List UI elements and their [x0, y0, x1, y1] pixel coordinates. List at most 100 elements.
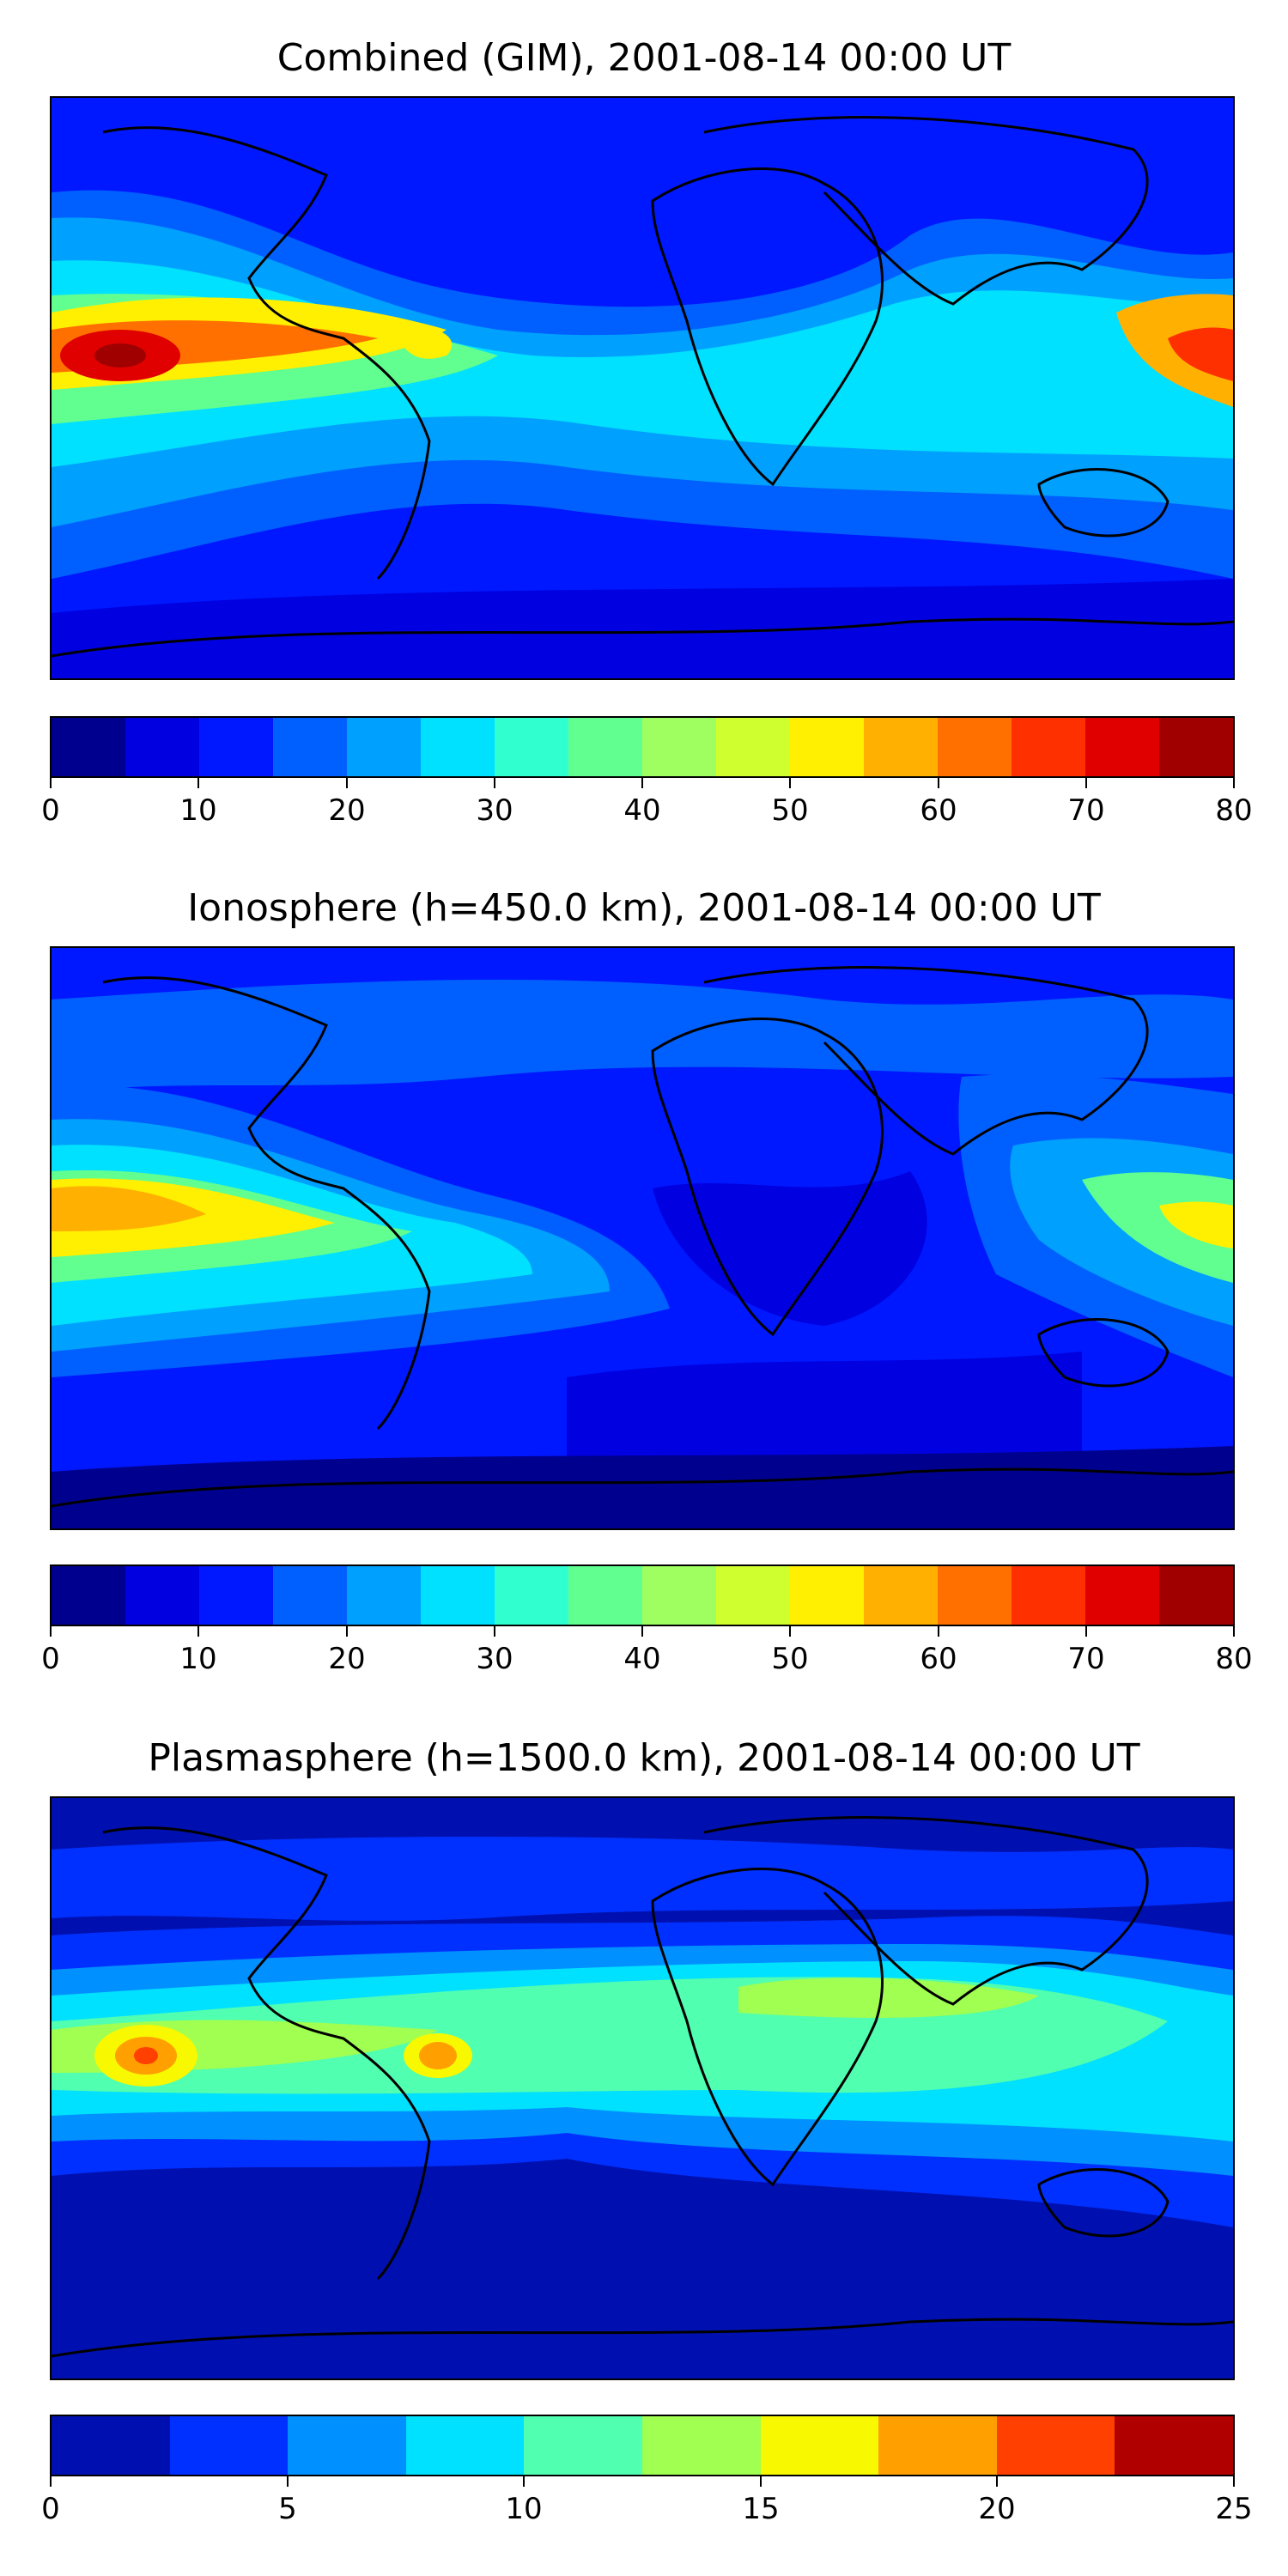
colorbar-segment	[938, 1566, 1012, 1625]
colorbar-segment	[864, 718, 938, 776]
colorbar-tick-label: 20	[328, 1642, 366, 1676]
colorbar-segment	[495, 1566, 568, 1625]
colorbar-tick-label: 15	[742, 2492, 780, 2526]
colorbar-segment	[568, 718, 642, 776]
colorbar-segment	[347, 718, 421, 776]
colorbar-segment	[1012, 1566, 1085, 1625]
colorbar-tick	[494, 1626, 495, 1637]
colorbar-segment	[1159, 718, 1233, 776]
colorbar-segment	[199, 1566, 273, 1625]
colorbar-segment	[568, 1566, 642, 1625]
colorbar-tick	[1233, 2476, 1235, 2487]
colorbar-tick	[1233, 778, 1235, 788]
colorbar-segment	[1085, 718, 1159, 776]
colorbar-tick	[938, 778, 939, 788]
colorbar-segment	[641, 2416, 761, 2475]
colorbar-segment	[1085, 1566, 1159, 1625]
colorbar-segment	[495, 718, 568, 776]
colorbar-tick	[346, 778, 348, 788]
colorbar-segment	[996, 2416, 1115, 2475]
colorbar-segment	[716, 718, 790, 776]
colorbar-tick-label: 70	[1067, 1642, 1105, 1676]
colorbar-tick-label: 20	[978, 2492, 1016, 2526]
colorbar-ticks-ionosphere: 0 10 20 30 40 50 60 70 80	[41, 1626, 1253, 1678]
colorbar-segment	[1159, 1566, 1233, 1625]
colorbar-tick-label: 10	[179, 793, 217, 828]
colorbar-segment	[199, 718, 273, 776]
colorbar-tick	[760, 2476, 762, 2487]
colorbar-segment	[938, 718, 1012, 776]
colorbar-segment	[347, 1566, 421, 1625]
colorbar-tick-label: 40	[623, 793, 661, 828]
map-ionosphere	[50, 946, 1235, 1530]
colorbar-tick-label: 50	[771, 793, 809, 828]
colorbar-tick	[789, 778, 791, 788]
colorbar-segment	[760, 2416, 879, 2475]
colorbar-tick-label: 0	[41, 793, 60, 828]
colorbar-segment	[52, 1566, 125, 1625]
colorbar-segment	[1012, 718, 1085, 776]
colorbar-combined	[50, 716, 1235, 778]
colorbar-tick-label: 5	[278, 2492, 297, 2526]
colorbar-tick	[938, 1626, 939, 1637]
colorbar-segment	[524, 2416, 642, 2475]
colorbar-tick-label: 10	[179, 1642, 217, 1676]
colorbar-segment	[288, 2416, 406, 2475]
colorbar-tick-label: 60	[920, 793, 957, 828]
colorbar-tick-label: 10	[505, 2492, 543, 2526]
panel-title-combined: Combined (GIM), 2001-08-14 00:00 UT	[276, 36, 1012, 80]
colorbar-tick-label: 40	[623, 1642, 661, 1676]
colorbar-segment	[790, 718, 864, 776]
colorbar-tick-label: 30	[476, 793, 513, 828]
colorbar-tick	[1085, 778, 1087, 788]
map-combined	[50, 96, 1235, 680]
colorbar-segment	[52, 718, 125, 776]
colorbar-segment	[421, 1566, 495, 1625]
colorbar-ticks-plasmasphere: 0 5 10 15 20 25	[41, 2476, 1253, 2528]
colorbar-tick	[346, 1626, 348, 1637]
colorbar-segment	[790, 1566, 864, 1625]
colorbar-ionosphere	[50, 1564, 1235, 1626]
colorbar-tick-label: 80	[1215, 793, 1253, 828]
colorbar-tick	[1085, 1626, 1087, 1637]
tec-map-ionosphere	[52, 948, 1233, 1528]
colorbar-tick	[197, 1626, 199, 1637]
colorbar-tick	[287, 2476, 289, 2487]
colorbar-tick-label: 30	[476, 1642, 513, 1676]
colorbar-tick-label: 25	[1215, 2492, 1253, 2526]
colorbar-tick-label: 0	[41, 2492, 60, 2526]
colorbar-tick	[996, 2476, 998, 2487]
colorbar-segment	[273, 1566, 347, 1625]
colorbar-tick	[50, 2476, 52, 2487]
colorbar-segment	[642, 1566, 716, 1625]
colorbar-tick-label: 20	[328, 793, 366, 828]
colorbar-tick	[50, 1626, 52, 1637]
colorbar-tick-label: 80	[1215, 1642, 1253, 1676]
colorbar-segment	[642, 718, 716, 776]
colorbar-tick	[494, 778, 495, 788]
tec-map-plasmasphere	[52, 1798, 1233, 2379]
map-plasmasphere	[50, 1796, 1235, 2380]
colorbar-tick-label: 60	[920, 1642, 957, 1676]
colorbar-segment	[125, 718, 199, 776]
colorbar-ticks-combined: 0 10 20 30 40 50 60 70 80	[41, 778, 1253, 829]
colorbar-tick-label: 0	[41, 1642, 60, 1676]
colorbar-tick	[523, 2476, 525, 2487]
colorbar-tick-label: 50	[771, 1642, 809, 1676]
colorbar-tick	[1233, 1626, 1235, 1637]
colorbar-tick	[789, 1626, 791, 1637]
colorbar-segment	[716, 1566, 790, 1625]
colorbar-tick	[50, 778, 52, 788]
panel-title-ionosphere: Ionosphere (h=450.0 km), 2001-08-14 00:0…	[187, 886, 1101, 930]
colorbar-segment	[864, 1566, 938, 1625]
colorbar-segment	[169, 2416, 289, 2475]
colorbar-segment	[421, 718, 495, 776]
panel-title-plasmasphere: Plasmasphere (h=1500.0 km), 2001-08-14 0…	[148, 1736, 1140, 1780]
colorbar-segment	[1115, 2416, 1233, 2475]
colorbar-segment	[273, 718, 347, 776]
colorbar-segment	[52, 2416, 170, 2475]
colorbar-segment	[125, 1566, 199, 1625]
colorbar-tick	[641, 1626, 643, 1637]
colorbar-tick-label: 70	[1067, 793, 1105, 828]
colorbar-plasmasphere	[50, 2415, 1235, 2476]
